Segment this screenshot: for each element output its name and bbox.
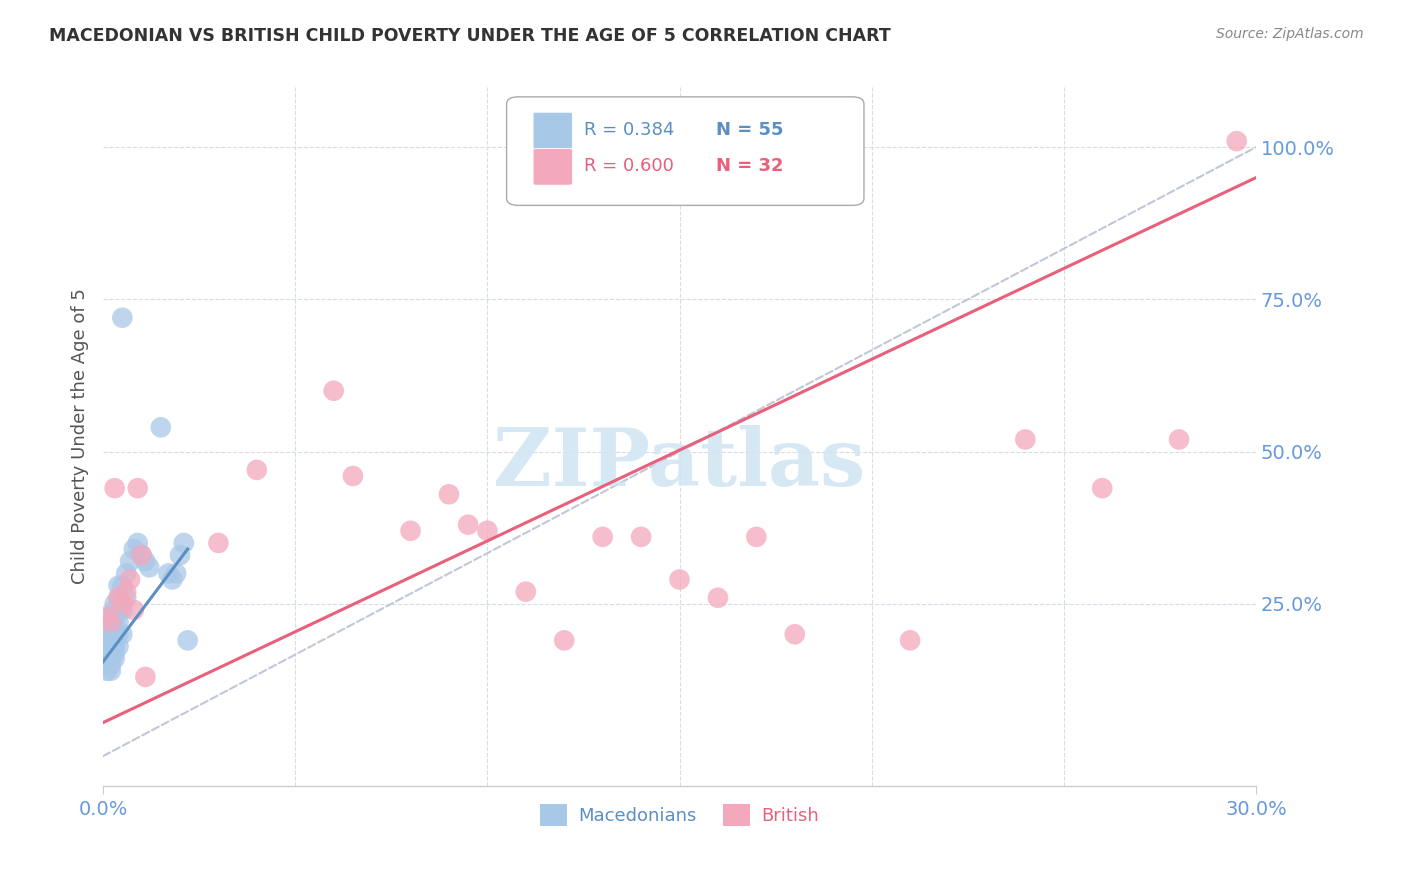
Point [111,627,134,641]
Point [104,651,127,665]
Point [96,646,118,660]
Point [115,584,138,599]
Point [477,524,499,538]
Point [100,621,122,635]
Text: N = 55: N = 55 [717,120,785,139]
Point [96,640,118,654]
Point [1226,134,1249,148]
Point [100,657,122,672]
Point [100,646,122,660]
Point [668,573,690,587]
Point [115,566,138,581]
Point [322,384,344,398]
Point [100,615,122,629]
Point [399,524,422,538]
Point [342,469,364,483]
Point [100,651,122,665]
Point [131,548,153,562]
Point [783,627,806,641]
Point [107,640,129,654]
Point [131,548,153,562]
Point [111,310,134,325]
Point [122,542,145,557]
Point [127,536,149,550]
Point [104,481,127,495]
Point [100,664,122,678]
Point [96,664,118,678]
Point [138,560,160,574]
Point [104,627,127,641]
Point [176,633,198,648]
Point [111,603,134,617]
Point [457,517,479,532]
FancyBboxPatch shape [533,112,572,149]
Text: R = 0.384: R = 0.384 [583,120,675,139]
Point [107,591,129,605]
Point [115,591,138,605]
Point [104,603,127,617]
Point [165,566,187,581]
Point [96,609,118,624]
Text: MACEDONIAN VS BRITISH CHILD POVERTY UNDER THE AGE OF 5 CORRELATION CHART: MACEDONIAN VS BRITISH CHILD POVERTY UNDE… [49,27,891,45]
Point [1091,481,1114,495]
FancyBboxPatch shape [533,149,572,185]
Point [107,603,129,617]
Point [592,530,614,544]
Point [134,670,156,684]
Point [107,591,129,605]
Point [100,627,122,641]
Point [104,615,127,629]
Point [157,566,180,581]
Point [1168,433,1191,447]
Text: ZIPatlas: ZIPatlas [494,425,866,503]
Text: Source: ZipAtlas.com: Source: ZipAtlas.com [1216,27,1364,41]
Point [149,420,172,434]
Point [100,609,122,624]
Y-axis label: Child Poverty Under the Age of 5: Child Poverty Under the Age of 5 [72,288,89,584]
Point [104,633,127,648]
Point [107,627,129,641]
Point [96,657,118,672]
Point [96,646,118,660]
Point [100,640,122,654]
Point [100,615,122,629]
Point [96,657,118,672]
Point [96,633,118,648]
Point [111,578,134,592]
Point [745,530,768,544]
Legend: Macedonians, British: Macedonians, British [533,797,827,833]
Point [173,536,195,550]
FancyBboxPatch shape [506,97,863,205]
Point [107,615,129,629]
Point [134,554,156,568]
Point [100,633,122,648]
Point [107,578,129,592]
Point [707,591,730,605]
Point [127,481,149,495]
Point [96,627,118,641]
Point [111,597,134,611]
Point [96,651,118,665]
Point [162,573,184,587]
Point [515,584,537,599]
Point [118,554,141,568]
Point [630,530,652,544]
Point [104,621,127,635]
Point [246,463,269,477]
Point [437,487,460,501]
Point [169,548,191,562]
Point [122,603,145,617]
Point [553,633,575,648]
Point [104,609,127,624]
Point [104,597,127,611]
Text: N = 32: N = 32 [717,157,785,175]
Point [207,536,229,550]
Point [104,646,127,660]
Point [104,640,127,654]
Text: R = 0.600: R = 0.600 [583,157,673,175]
Point [1014,433,1036,447]
Point [118,573,141,587]
Point [96,640,118,654]
Point [898,633,921,648]
